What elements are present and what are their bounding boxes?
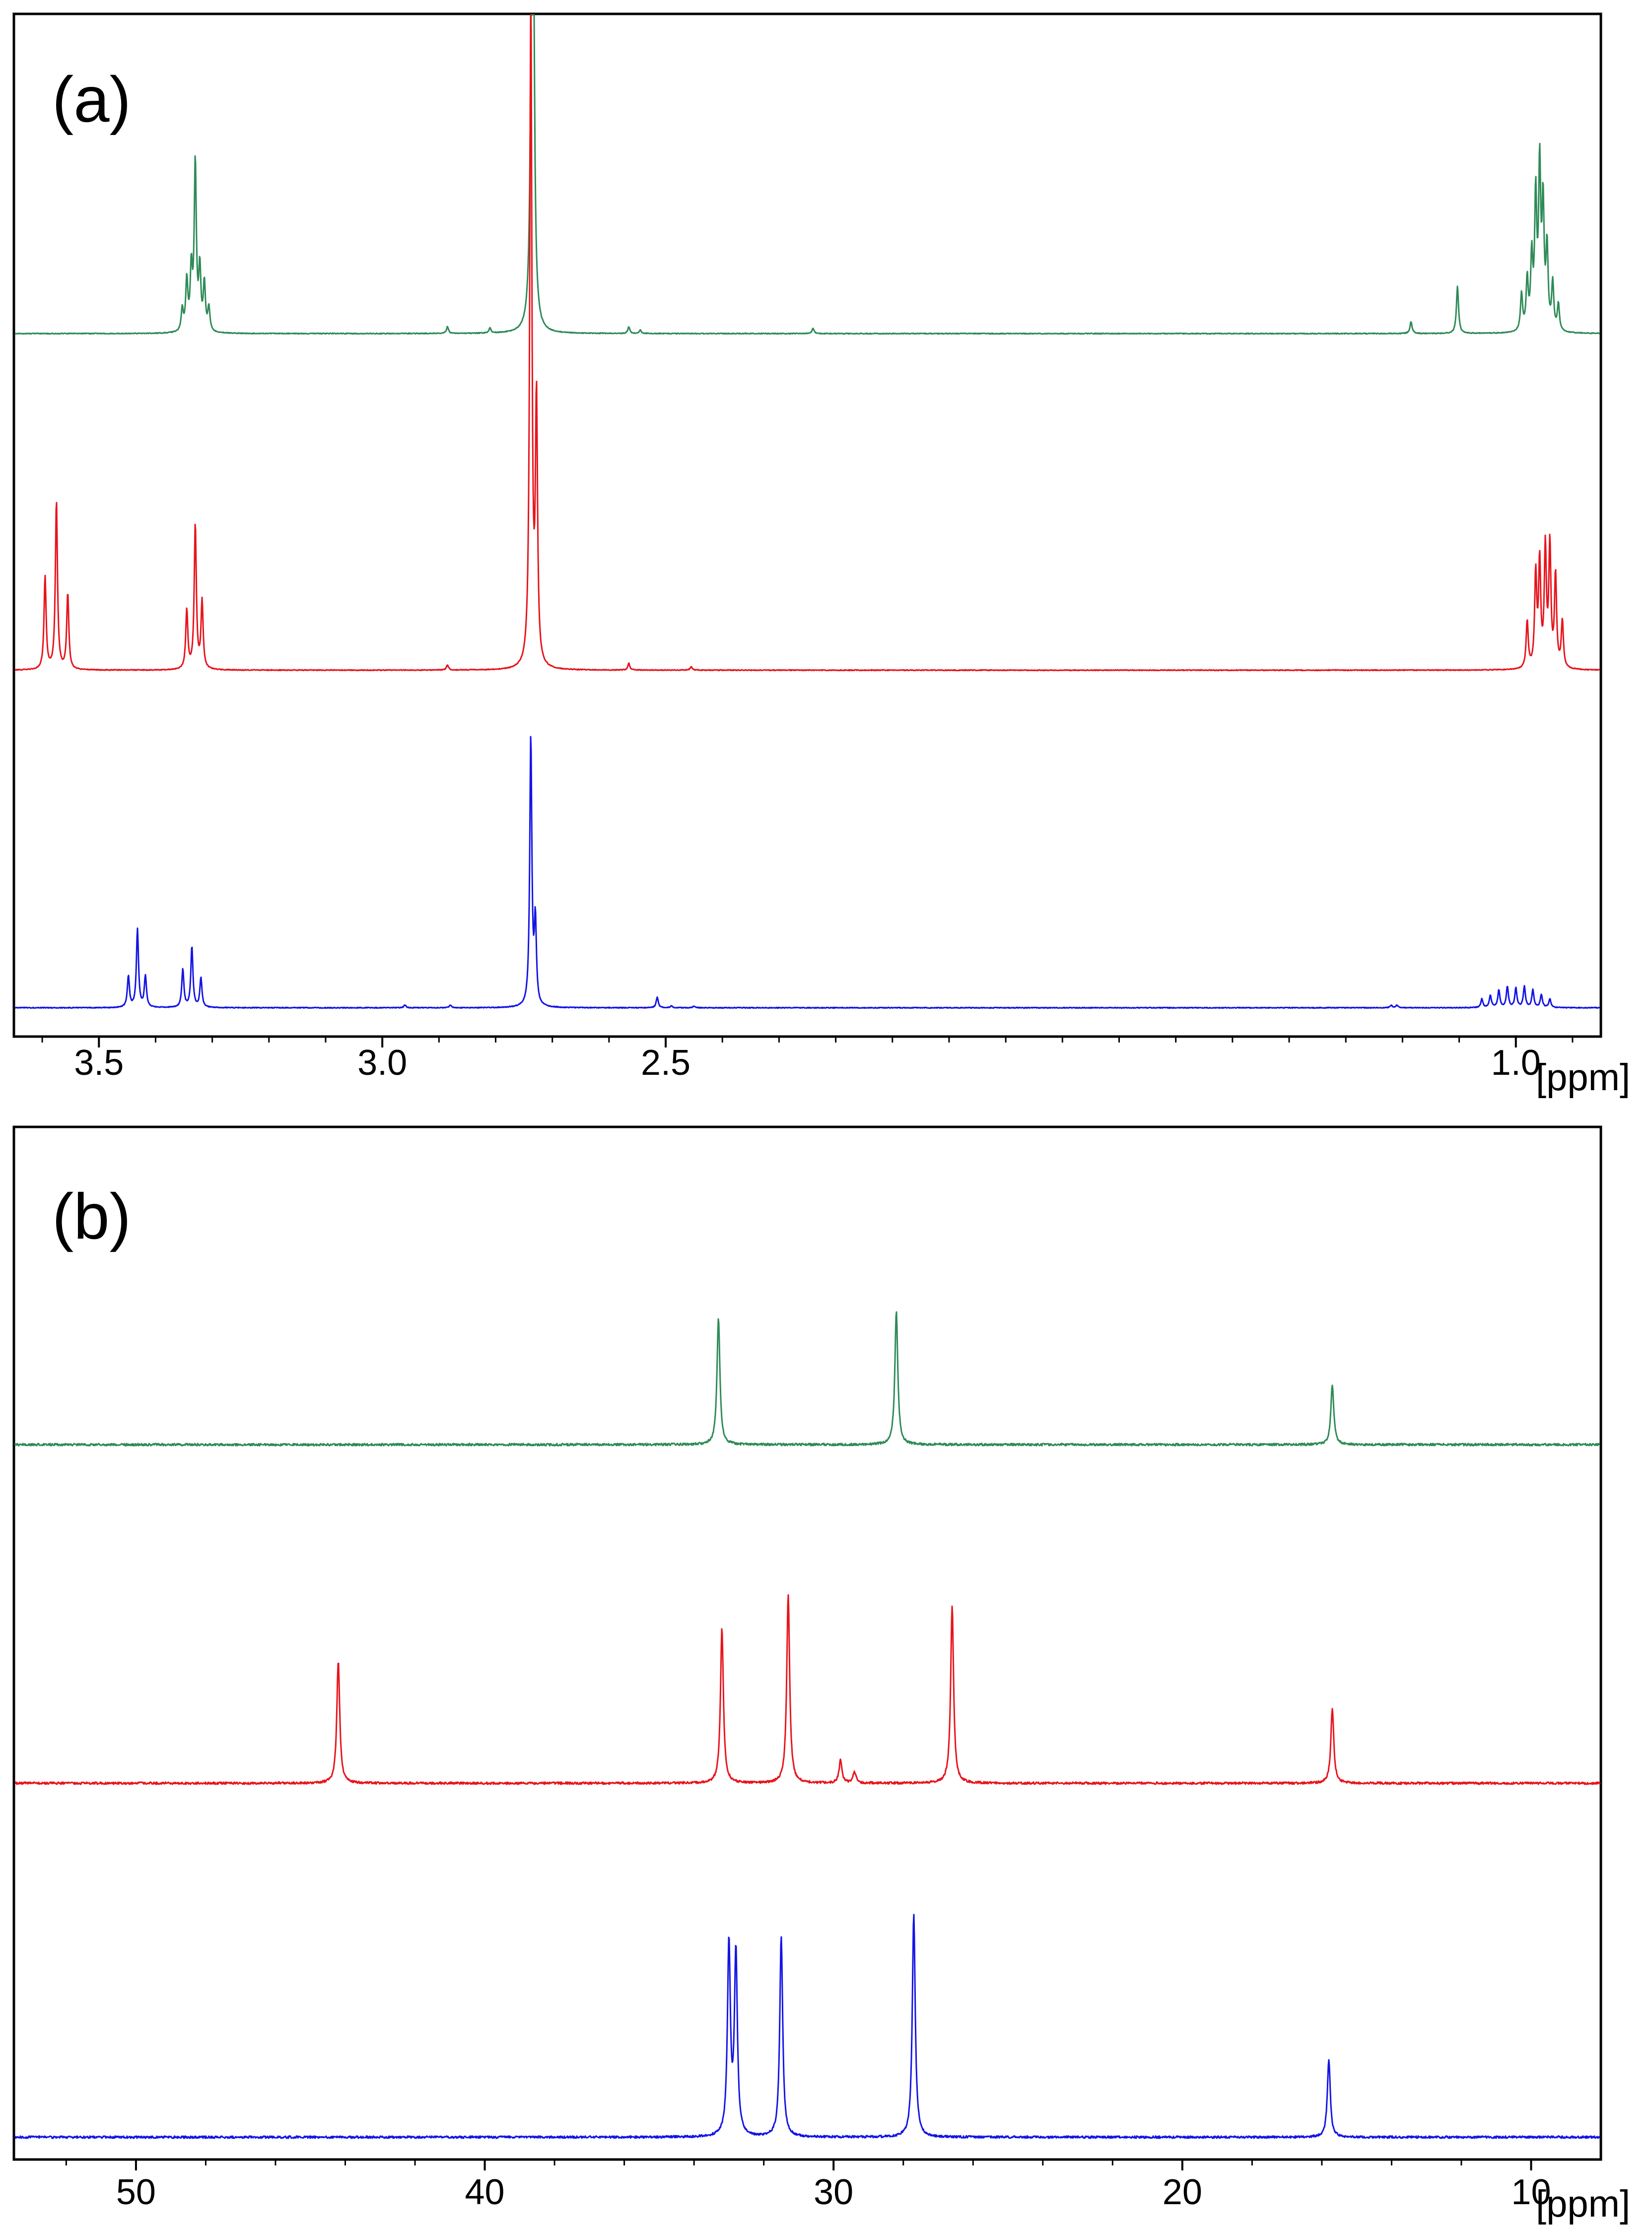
- panel-b-label: (b): [52, 1180, 131, 1253]
- panel-a-x-axis-label: [ppm]: [1536, 1056, 1630, 1099]
- panel-b-series-3-trace: [14, 1914, 1601, 2139]
- panel-a-tick-label: 3.0: [357, 1043, 407, 1083]
- panel-a-spectra: (a) 3.5 3.0 2.5 1.0 [ppm]: [12, 12, 1630, 1099]
- panel-a-series-2-trace: [14, 14, 1600, 672]
- panel-b-tick-label: 20: [1163, 2172, 1202, 2212]
- panel-b-x-axis-label: [ppm]: [1536, 2183, 1630, 2225]
- panel-a-tick-label: 1.0: [1491, 1043, 1541, 1083]
- panel-b-tick-label: 40: [465, 2172, 505, 2212]
- panel-a-x-axis: 3.5 3.0 2.5 1.0: [41, 1037, 1574, 1083]
- panel-b-spectra: (b) 50 40 30 20 10 [ppm]: [12, 1125, 1630, 2225]
- panel-b-series-group: [14, 1311, 1601, 2139]
- panel-b-tick-label: 50: [116, 2172, 156, 2212]
- panel-b-series-1-trace: [14, 1311, 1600, 1447]
- panel-b-x-axis: 50 40 30 20 10: [65, 2159, 1551, 2212]
- panel-b-frame: [12, 1125, 1602, 2161]
- panel-a-label: (a): [52, 63, 131, 136]
- panel-b-series-2-trace: [14, 1594, 1601, 1785]
- panel-a-series-group: [14, 14, 1600, 1009]
- panel-a-frame: [12, 12, 1602, 1038]
- panel-b-tick-label: 10: [1511, 2172, 1551, 2212]
- panel-a-series-1-trace: [14, 14, 1600, 335]
- panel-a-series-3-trace: [14, 736, 1600, 1009]
- panel-b-tick-label: 30: [814, 2172, 853, 2212]
- panel-a-tick-label: 3.5: [74, 1043, 124, 1083]
- panel-a-tick-label: 2.5: [641, 1043, 690, 1083]
